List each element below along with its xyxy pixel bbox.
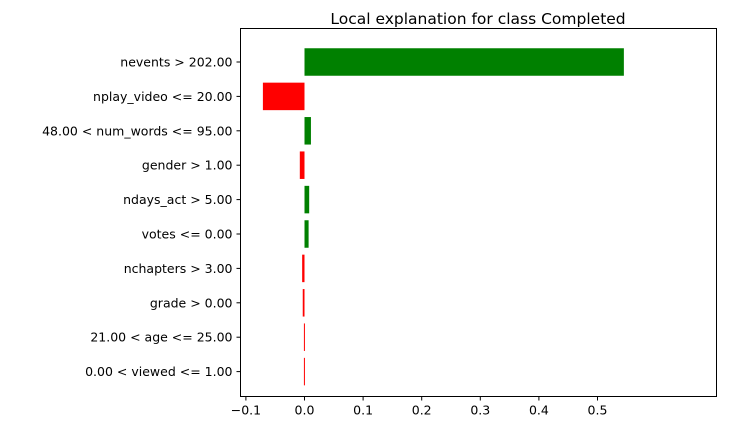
bar-8 [303, 323, 305, 351]
bar-3 [299, 151, 305, 179]
y-tick-label-1: nplay_video <= 20.00 [93, 89, 233, 104]
bar-9 [303, 357, 305, 386]
bars-group [262, 48, 624, 386]
y-tick-label-4: ndays_act > 5.00 [123, 192, 232, 207]
y-tick-label-9: 0.00 < viewed <= 1.00 [85, 364, 232, 379]
y-tick-label-2: 48.00 < num_words <= 95.00 [42, 123, 232, 138]
x-tick-label-1: 0.0 [295, 403, 315, 418]
x-tick-label-2: 0.1 [353, 403, 373, 418]
plot-frame [240, 28, 717, 397]
y-tick-label-5: votes <= 0.00 [142, 227, 233, 242]
x-tick-label-4: 0.3 [470, 403, 490, 418]
chart-title: Local explanation for class Completed [330, 10, 625, 28]
y-tick-label-0: nevents > 202.00 [120, 55, 232, 70]
x-tick-label-0: −0.1 [231, 403, 261, 418]
bar-1 [262, 82, 305, 111]
x-tick-label-5: 0.4 [529, 403, 549, 418]
bar-5 [304, 220, 309, 248]
y-tick-label-7: grade > 0.00 [150, 295, 233, 310]
bar-6 [302, 254, 305, 283]
bar-0 [304, 48, 624, 76]
x-axis: −0.1 0.0 0.1 0.2 0.3 0.4 0.5 [231, 396, 608, 418]
x-tick-label-3: 0.2 [412, 403, 432, 418]
bar-2 [304, 117, 311, 145]
bar-7 [302, 289, 305, 317]
y-tick-label-6: nchapters > 3.00 [124, 261, 233, 276]
y-tick-labels: nevents > 202.00 nplay_video <= 20.00 48.0… [42, 55, 241, 379]
x-tick-label-6: 0.5 [588, 403, 608, 418]
y-tick-label-8: 21.00 < age <= 25.00 [90, 330, 232, 345]
y-tick-label-3: gender > 1.00 [142, 158, 233, 173]
bar-4 [304, 185, 310, 214]
